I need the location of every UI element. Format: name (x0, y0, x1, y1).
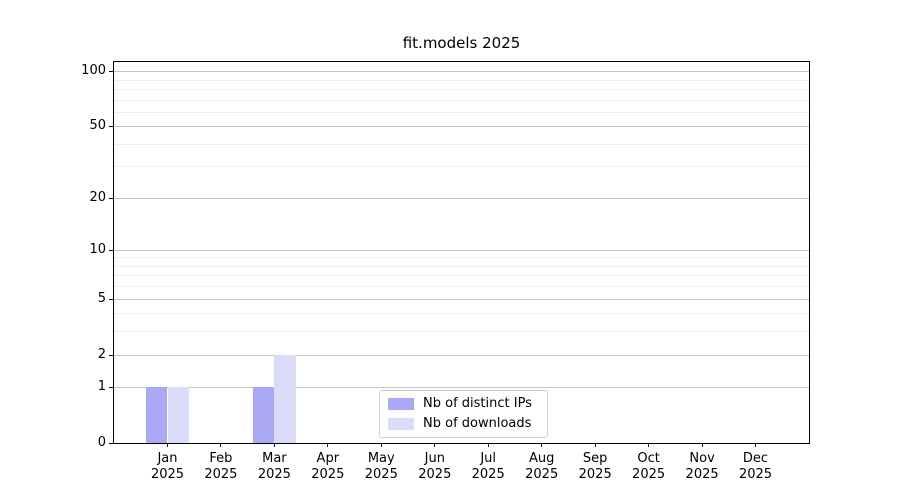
x-tick-label-apr: Apr 2025 (311, 451, 345, 482)
gridline-minor-40 (114, 143, 809, 145)
y-tick-50 (109, 126, 114, 128)
gridline-minor-4 (114, 313, 809, 315)
x-tick-label-sep: Sep 2025 (578, 451, 612, 482)
gridline-minor-80 (114, 88, 809, 90)
gridline-minor-6 (114, 286, 809, 288)
legend-label-downloads: Nb of downloads (423, 416, 532, 431)
y-tick-label-2: 2 (97, 346, 106, 362)
gridline-minor-8 (114, 265, 809, 267)
legend-item-downloads: Nb of downloads (388, 415, 539, 433)
gridline-minor-3 (114, 331, 809, 333)
y-tick-5 (109, 298, 114, 300)
x-tick-label-may: May 2025 (364, 451, 398, 482)
x-tick-label-feb: Feb 2025 (204, 451, 238, 482)
x-tick-oct (648, 443, 650, 447)
y-tick-label-0: 0 (97, 435, 106, 450)
y-tick-label-5: 5 (97, 290, 106, 306)
x-tick-nov (701, 443, 703, 447)
x-tick-label-nov: Nov 2025 (685, 451, 719, 482)
y-tick-10 (109, 249, 114, 251)
x-tick-sep (594, 443, 596, 447)
y-tick-label-20: 20 (89, 189, 106, 205)
legend-swatch-downloads-icon (388, 418, 414, 430)
gridline-major-20 (114, 197, 809, 199)
gridline-major-2 (114, 354, 809, 356)
gridline-minor-7 (114, 275, 809, 277)
gridline-minor-30 (114, 166, 809, 168)
gridline-major-1 (114, 387, 809, 389)
y-tick-0 (109, 443, 114, 444)
x-tick-jul (487, 443, 489, 447)
x-tick-label-aug: Aug 2025 (525, 451, 559, 482)
bar-nb-of-distinct-ips-mar (252, 387, 275, 443)
x-tick-may (380, 443, 382, 447)
x-tick-label-jun: Jun 2025 (418, 451, 452, 482)
bar-nb-of-downloads-mar (274, 354, 296, 443)
y-tick-20 (109, 197, 114, 199)
y-tick-label-10: 10 (89, 241, 106, 257)
x-tick-mar (273, 443, 275, 447)
y-tick-label-50: 50 (89, 118, 106, 134)
gridline-minor-90 (114, 79, 809, 81)
bar-nb-of-downloads-jan (167, 387, 190, 443)
x-tick-label-jan: Jan 2025 (150, 451, 185, 482)
x-tick-apr (327, 443, 329, 447)
x-tick-jun (434, 443, 436, 447)
y-tick-label-1: 1 (97, 379, 106, 395)
x-tick-aug (541, 443, 543, 447)
x-tick-label-mar: Mar 2025 (257, 451, 291, 482)
x-tick-jan (167, 443, 168, 447)
bar-nb-of-distinct-ips-jan (145, 387, 168, 443)
y-tick-100 (109, 71, 114, 72)
gridline-major-5 (114, 298, 809, 300)
y-tick-1 (109, 387, 114, 389)
x-tick-label-oct: Oct 2025 (632, 451, 666, 482)
y-tick-label-100: 100 (81, 63, 106, 78)
plot-area: 0 1 2 5 10 20 50 100 Jan 2025 Feb 2025 Mar 2025 Apr… (81, 61, 810, 482)
chart-title: fit.models 2025 (402, 34, 521, 52)
gridline-minor-9 (114, 257, 809, 259)
legend-label-distinct-ips: Nb of distinct IPs (423, 396, 532, 411)
gridline-minor-70 (114, 99, 809, 101)
x-tick-dec (755, 443, 756, 447)
gridline-minor-60 (114, 111, 809, 113)
x-tick-label-jul: Jul 2025 (471, 451, 505, 482)
grid-layer (114, 62, 809, 443)
legend-item-distinct-ips: Nb of distinct IPs (388, 395, 539, 413)
bars-layer (114, 62, 809, 443)
legend-swatch-distinct-ips-icon (388, 398, 414, 410)
gridline-major-10 (114, 249, 809, 251)
y-tick-2 (109, 354, 114, 356)
gridline-major-50 (114, 126, 809, 128)
legend: Nb of distinct IPs Nb of downloads (379, 390, 548, 438)
gridline-major-100 (114, 71, 809, 72)
x-tick-label-dec: Dec 2025 (738, 451, 773, 482)
axis-layer: 0 1 2 5 10 20 50 100 Jan 2025 Feb 2025 Mar 2025 Apr… (81, 62, 809, 482)
x-tick-feb (220, 443, 222, 447)
